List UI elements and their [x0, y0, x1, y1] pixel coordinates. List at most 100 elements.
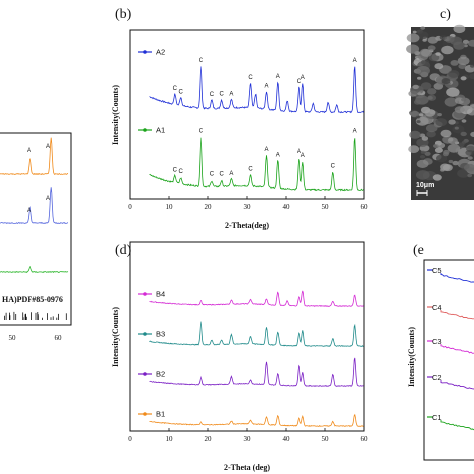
sem-grain [416, 159, 429, 168]
panel-letter-b: (b) [115, 7, 132, 22]
sem-grain [437, 142, 446, 149]
sem-grain [465, 149, 474, 156]
sem-grain [470, 64, 474, 68]
peak-annotation: A [229, 92, 233, 98]
sem-grain [436, 154, 448, 163]
sem-grain [427, 36, 438, 44]
sem-grain [461, 97, 467, 102]
peak-annotation: C [210, 172, 215, 178]
x-tick-label: 60 [361, 435, 369, 443]
peak-label-a: A [46, 196, 50, 202]
series-line-blue [0, 187, 68, 224]
panel-a-traces [0, 137, 69, 274]
x-axis-label: 2-Theta(deg) [225, 221, 269, 230]
sem-grain [441, 78, 451, 85]
x-tick-label: 40 [283, 435, 291, 443]
sem-texture [406, 24, 474, 181]
sem-grain [428, 53, 440, 62]
peak-annotation: A [301, 153, 305, 159]
sem-grain [448, 159, 454, 164]
sem-grain [443, 164, 453, 172]
sem-grain [448, 70, 460, 78]
series-line-a2 [149, 66, 364, 114]
sem-grain [467, 173, 473, 178]
panel-d-x-ticks: 0 10 20 30 40 50 60 [128, 428, 368, 443]
x-tick-label: 50 [322, 435, 330, 443]
sem-grain [417, 76, 422, 80]
sem-grain [462, 39, 469, 45]
x-axis-label: 2-Theta (deg) [224, 463, 270, 472]
reference-stick-pattern [4, 311, 67, 320]
sem-grain [447, 143, 461, 153]
legend-label-c2: C2 [432, 373, 442, 382]
sem-grain [416, 65, 430, 76]
x-tick-label: 30 [244, 435, 252, 443]
legend-label-b3: B3 [156, 330, 165, 339]
sem-grain [435, 52, 441, 56]
x-tick-label: 20 [205, 203, 213, 211]
sem-grain [412, 84, 419, 90]
x-tick-label: 0 [128, 435, 132, 443]
peak-annotation: A [301, 75, 305, 81]
sem-grain [462, 140, 467, 144]
x-tick-label: 50 [9, 334, 17, 342]
sem-grain [469, 104, 474, 111]
legend-label-c3: C3 [432, 337, 442, 346]
peak-annotation: C [173, 167, 178, 173]
series-line-c3 [440, 344, 474, 354]
series-line-c2 [440, 380, 474, 390]
x-tick-label: 60 [55, 334, 63, 342]
sem-grain [427, 88, 437, 95]
sem-grain [454, 126, 459, 130]
sem-grain [432, 174, 442, 181]
sem-grain [425, 124, 438, 133]
x-tick-label: 50 [322, 203, 330, 211]
panel-d: (d) B4 B3 B2 B1 0 10 20 30 40 50 60 2-Theta (deg)… [111, 241, 368, 472]
peak-annotation: C [219, 92, 224, 98]
sem-grain [440, 129, 452, 138]
x-tick-label: 40 [283, 203, 291, 211]
sem-grain [460, 76, 467, 81]
peak-label-a: A [27, 148, 31, 154]
legend-label-a2: A2 [156, 48, 165, 57]
sem-grain [408, 145, 420, 154]
legend-label-b4: B4 [156, 290, 165, 299]
series-line-b3 [149, 321, 364, 347]
sem-grain [419, 155, 426, 159]
sem-grain [416, 120, 421, 124]
sem-grain [434, 147, 443, 153]
sem-grain [417, 31, 429, 40]
sem-grain [469, 73, 474, 80]
sem-grain [457, 56, 470, 66]
panel-c: c) 10μm [406, 7, 474, 200]
legend-marker-b1 [143, 412, 147, 416]
sem-grain [441, 45, 454, 55]
series-line-b1 [149, 413, 364, 427]
series-line-green [0, 266, 69, 274]
sem-grain [415, 115, 421, 119]
sem-grain [420, 82, 432, 90]
x-tick-label: 20 [205, 435, 213, 443]
legend-marker-b3 [143, 332, 147, 336]
peak-annotation: C [199, 129, 204, 135]
sem-grain [426, 130, 436, 138]
peak-annotation: A [353, 58, 357, 64]
legend-marker-b4 [143, 292, 147, 296]
peak-annotation: A [229, 171, 233, 177]
panel-letter-e: (e [413, 243, 424, 258]
sem-grain [424, 151, 431, 156]
peak-label-a: A [46, 144, 50, 150]
sem-grain [437, 113, 442, 117]
sem-grain [434, 63, 444, 70]
sem-grain [416, 170, 430, 180]
sem-grain [421, 136, 429, 141]
sem-grain [427, 45, 436, 51]
peak-annotation: A [353, 128, 357, 134]
scale-bar-label: 10μm [416, 182, 434, 189]
sem-grain [448, 119, 456, 125]
sem-grain [421, 49, 432, 57]
legend-label-c1: C1 [432, 413, 442, 422]
sem-grain [433, 144, 439, 148]
